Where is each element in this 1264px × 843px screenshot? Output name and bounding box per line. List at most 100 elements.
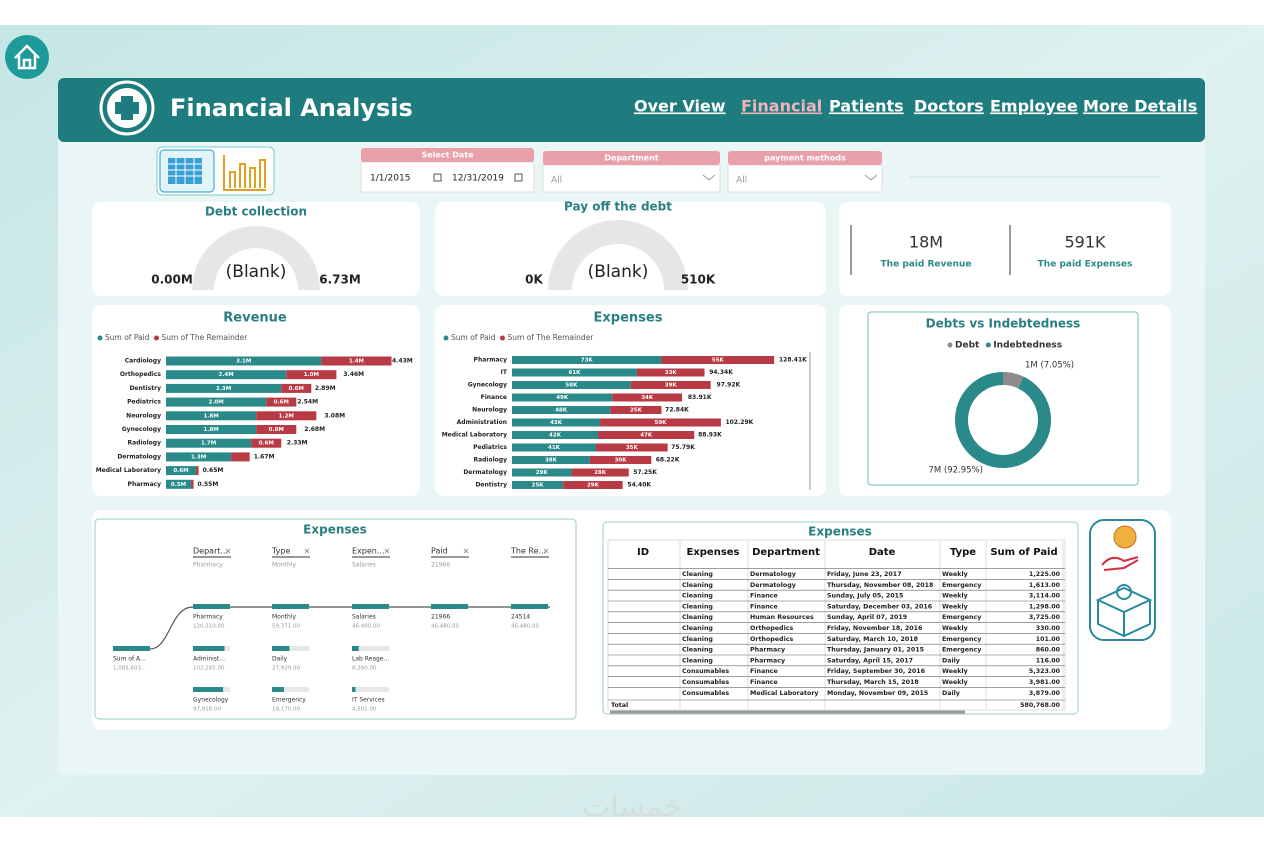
category-label: Radiology	[473, 457, 507, 464]
filter-value: 12/31/2019	[452, 174, 504, 184]
box-icon	[1095, 586, 1153, 638]
nav-link[interactable]: Over View	[634, 97, 726, 116]
table-cell: Consumables	[682, 690, 729, 697]
filter-value: 1/1/2015	[370, 174, 410, 184]
value-label: 2.4M	[219, 372, 234, 378]
close-icon	[225, 548, 231, 554]
total-label: 83.91K	[688, 394, 712, 401]
node-value: 120,310.00	[193, 624, 225, 630]
category-label: Neurology	[126, 412, 161, 419]
value-label: 3.1M	[236, 359, 251, 365]
legend-marker	[947, 342, 953, 348]
column-header: Date	[869, 547, 896, 558]
total-label: 94.34K	[709, 369, 733, 376]
value-label: 48K	[555, 408, 568, 414]
filter-label: Department	[604, 154, 658, 163]
bar-segment	[571, 468, 629, 477]
calendar-icon[interactable]	[514, 173, 523, 182]
table-cell: Dermatology	[750, 571, 796, 578]
table-cell: Friday, September 30, 2016	[827, 668, 926, 675]
total-label: 54.40K	[627, 482, 651, 489]
bar-segment	[281, 383, 312, 393]
gauge-min: 0.00M	[151, 273, 193, 287]
chart-view[interactable]	[223, 155, 266, 191]
value-label: 0.6M	[259, 441, 274, 447]
table-cell: Cleaning	[682, 647, 713, 654]
nav-link[interactable]: Doctors	[914, 97, 984, 116]
bar-segment	[512, 393, 613, 402]
bar-segment	[512, 418, 601, 427]
node-bar	[431, 604, 468, 609]
watermark: خمسات	[582, 790, 682, 825]
bar-segment	[512, 468, 572, 477]
card	[839, 202, 1171, 296]
table-cell: Consumables	[682, 668, 729, 675]
table-cell: Friday, November 18, 2016	[827, 625, 923, 632]
legend-label: Sum of Paid	[451, 333, 496, 342]
legend-marker	[985, 342, 991, 348]
dropdown-chevron	[864, 174, 878, 181]
gauge-max: 510K	[681, 273, 716, 287]
bar-segment	[286, 370, 337, 380]
category-label: Cardiology	[125, 358, 161, 365]
donut-slice	[1003, 372, 1024, 389]
filter-header	[543, 151, 720, 165]
gauge-arc	[192, 226, 320, 290]
nav-link[interactable]: Financial	[741, 97, 822, 116]
bar-segment	[166, 452, 232, 462]
table-cell: Emergency	[942, 582, 981, 589]
chart-title: Expenses	[594, 311, 663, 326]
table-cell: Thursday, March 15, 2018	[827, 679, 919, 686]
total-label: 4.43M	[392, 358, 413, 365]
nav-link[interactable]: More Details	[1083, 97, 1197, 116]
legend-marker	[499, 335, 505, 341]
table-cell: Saturday, December 03, 2016	[827, 603, 933, 610]
node-value: 102,285.00	[193, 666, 225, 672]
column-header: Expenses	[686, 547, 739, 558]
table-cell: Cleaning	[682, 657, 713, 664]
node-value: 46,480.00	[511, 624, 539, 630]
category-label: Dentistry	[129, 385, 161, 392]
node-bar	[193, 687, 224, 692]
value-label: 1.0M	[304, 372, 319, 378]
category-label: Radiology	[127, 440, 161, 447]
logo-cross	[115, 96, 139, 120]
legend-marker	[97, 335, 103, 341]
bar-segment	[166, 466, 197, 476]
department-filter-box[interactable]	[542, 164, 721, 193]
filter-header	[728, 151, 882, 165]
bar-segment	[636, 368, 705, 377]
hand-icon	[1101, 556, 1139, 571]
legend-label: Sum of The Remainder	[507, 333, 594, 342]
table-cell: 3,725.00	[1029, 614, 1061, 621]
node-name: Pharmacy	[193, 614, 223, 621]
bar-segment	[231, 452, 250, 462]
value-label: 0.6M	[289, 386, 304, 392]
category-label: Dermatology	[463, 469, 507, 476]
kpi-label: The paid Expenses	[1038, 260, 1133, 270]
bar-segment	[661, 356, 775, 364]
payment-filter-box[interactable]	[727, 164, 883, 193]
close-icon	[304, 548, 310, 554]
category-label: Pharmacy	[474, 357, 508, 364]
visual-title: Expenses	[303, 523, 367, 537]
total-value: 580,768.00	[1020, 702, 1060, 709]
table-cell: Cleaning	[682, 636, 713, 643]
category-label: Dentistry	[475, 482, 507, 489]
bar-segment	[196, 466, 199, 476]
table-cell: Sunday, April 07, 2019	[827, 614, 907, 621]
table-cell: Finance	[750, 668, 778, 675]
value-label: 1.4M	[349, 359, 364, 365]
nav-link[interactable]: Employee	[990, 97, 1078, 116]
nav-link[interactable]: Patients	[829, 97, 904, 116]
table-cell: Weekly	[942, 668, 968, 675]
column-header: Paid	[431, 547, 448, 556]
home-button[interactable]	[5, 35, 49, 79]
calendar-icon[interactable]	[433, 173, 442, 182]
bar-segment	[512, 431, 599, 439]
total-label: 75.79K	[671, 444, 695, 451]
table-cell: Thursday, January 01, 2015	[827, 647, 924, 654]
total-label: 102.29K	[726, 419, 754, 426]
